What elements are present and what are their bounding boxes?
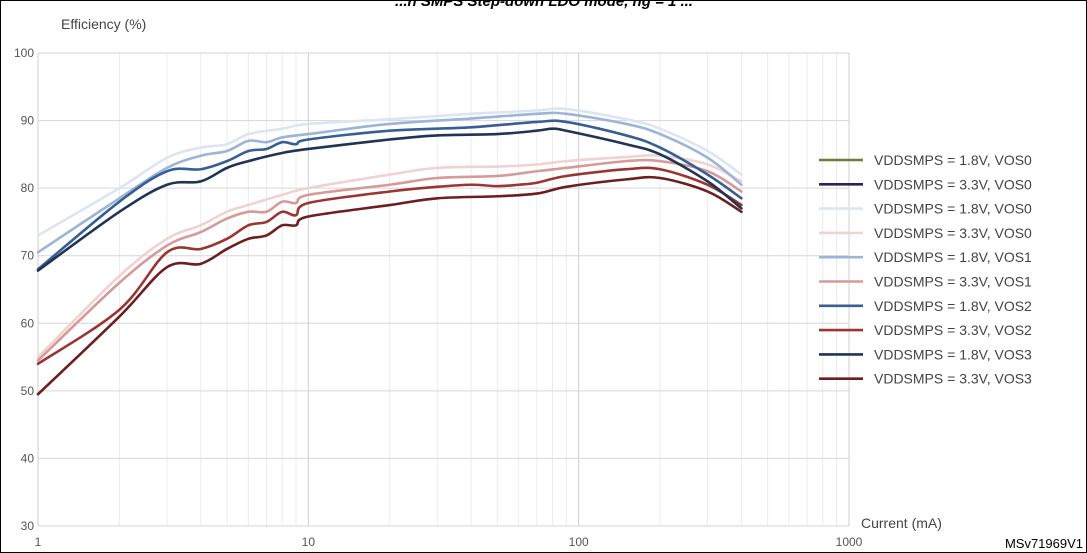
y-tick-label: 80 [21,181,35,195]
y-axis-label: Efficiency (%) [61,16,146,32]
y-tick-label: 40 [21,451,35,465]
x-tick-label: 1 [35,535,42,549]
series-line-3 [36,153,743,359]
figure-code: MSv71969V1 [1005,536,1083,551]
legend-label-4: VDDSMPS = 1.8V, VOS1 [874,249,1032,265]
series-line-8 [36,127,743,272]
legend-label-2: VDDSMPS = 1.8V, VOS0 [874,201,1032,217]
legend-label-6: VDDSMPS = 1.8V, VOS2 [874,298,1032,314]
x-tick-label: 1000 [836,535,863,549]
x-tick-label: 100 [569,535,589,549]
series-line-9 [36,175,743,396]
y-tick-label: 60 [21,316,35,330]
legend-label-1: VDDSMPS = 3.3V, VOS0 [874,176,1032,192]
series-line-4 [36,111,743,254]
grid [37,52,850,527]
y-tick-label: 90 [21,114,35,128]
series-line-6 [36,119,743,271]
legend-label-5: VDDSMPS = 3.3V, VOS1 [874,274,1032,290]
series-lines [36,107,743,396]
legend-label-8: VDDSMPS = 1.8V, VOS3 [874,346,1032,362]
y-tick-label: 70 [21,249,35,263]
legend-label-0: VDDSMPS = 1.8V, VOS0 [874,152,1032,168]
legend-label-3: VDDSMPS = 3.3V, VOS0 [874,225,1032,241]
x-axis-label: Current (mA) [861,515,942,531]
y-tick-label: 50 [21,384,35,398]
legend-label-9: VDDSMPS = 3.3V, VOS3 [874,371,1032,387]
series-line-7 [36,166,743,366]
x-tick-label: 10 [302,535,316,549]
figure-title: ...n SMPS Step-down LDO mode, ng = 1 ... [395,1,693,10]
legend: VDDSMPS = 1.8V, VOS0 VDDSMPS = 3.3V, VOS0… [819,152,1032,387]
y-tick-label: 30 [21,519,35,533]
legend-label-7: VDDSMPS = 3.3V, VOS2 [874,322,1032,338]
series-line-5 [36,158,743,362]
series-line-2 [36,107,743,237]
y-tick-label: 100 [14,46,34,60]
